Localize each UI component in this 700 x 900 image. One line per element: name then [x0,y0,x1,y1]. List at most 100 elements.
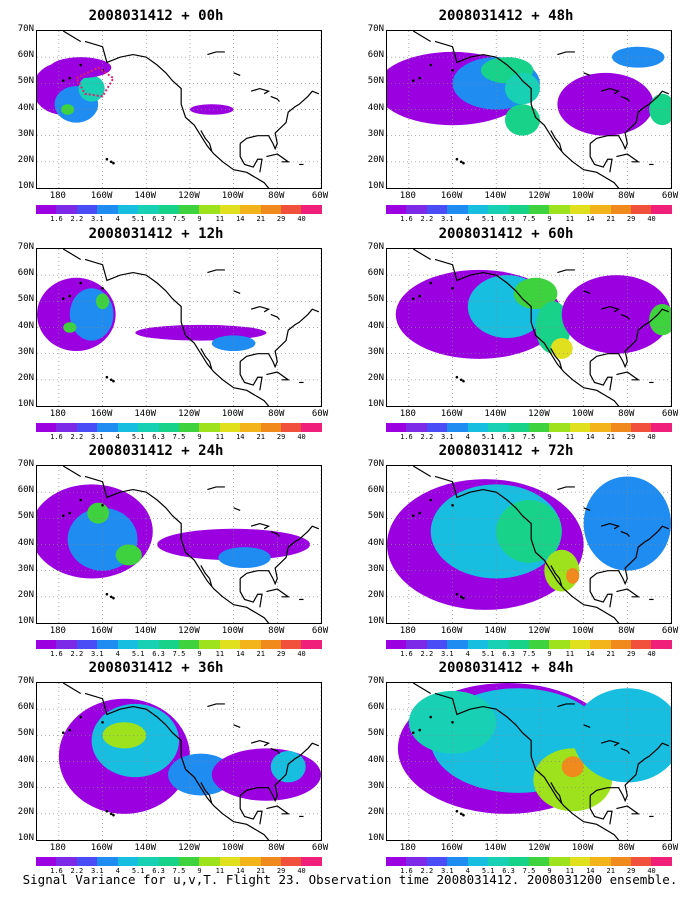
island [462,379,465,383]
y-tick-label: 20N [367,372,384,383]
colorbar-level: 3.1 [440,433,454,441]
colorbar-level: 29 [276,867,286,875]
map-panel-48h: 2008031412 + 48h 70N 60N 50N 40N 30N 20N 10N 180… [356,8,696,226]
colorbar-swatch [651,423,672,432]
coastline [250,305,271,313]
coastline [557,703,575,708]
x-tick-label: 120W [178,409,200,419]
y-tick-label: 30N [17,780,34,791]
colorbar-swatch [281,205,302,214]
colorbar-swatch [56,640,77,649]
x-tick-label: 120W [178,191,200,201]
colorbar-swatch [219,640,241,649]
coastline [239,143,263,173]
y-tick-label: 10N [17,616,34,626]
colorbar-swatch [97,640,118,649]
x-tick-label: 140W [484,843,507,853]
y-tick-label: 50N [17,728,34,739]
colorbar-level: 2.2 [70,215,84,223]
panel-title: 2008031412 + 36h [88,660,224,676]
coastline [270,95,280,103]
colorbar [36,857,322,866]
colorbar-swatch [386,423,407,432]
x-tick-label: 60W [661,191,679,201]
x-tick-label: 160W [90,626,113,636]
island [68,728,72,732]
coastline [233,507,241,512]
colorbar-swatch [508,205,529,214]
panel-title: 2008031412 + 48h [438,8,574,24]
y-tick-label: 60N [367,50,384,61]
y-tick-label: 50N [367,294,384,305]
variance-map [37,683,321,840]
x-tick-label: 160W [90,409,113,419]
x-tick-label: 140W [134,843,157,853]
colorbar-swatch [528,423,550,432]
island [418,511,422,515]
variance-contour [649,303,671,336]
map-panel-60h: 2008031412 + 60h 70N 60N 50N 40N 30N 20N 10N 180… [356,226,696,444]
colorbar-swatch [158,205,179,214]
x-tick-label: 120W [178,626,200,636]
coastline [620,95,630,103]
island [411,731,415,735]
colorbar-level: 4 [115,650,120,658]
colorbar-swatch [56,857,77,866]
colorbar-level: 1.6 [400,215,413,223]
map-panel-84h: 2008031412 + 84h 70N 60N 50N 40N 30N 20N 10N 180… [356,660,696,878]
x-tick-label: 80W [268,409,285,419]
island [79,498,82,502]
y-tick-label: 30N [367,563,384,574]
coastline [200,782,213,804]
coastline [583,507,591,512]
colorbar-level: 4 [465,867,470,875]
x-tick-label: 180 [399,409,416,419]
x-tick-label: 120W [528,843,550,853]
colorbar-swatch [447,205,468,214]
colorbar-level: 21 [256,650,265,658]
island [109,595,113,599]
colorbar-swatch [301,857,322,866]
colorbar-level: 6.3 [502,650,515,658]
coastline [600,739,621,747]
x-tick-label: 100W [221,409,244,419]
colorbar-swatch [651,857,672,866]
map-panel-24h: 2008031412 + 24h 70N 60N 50N 40N 30N 20N 10N 180… [6,443,346,661]
island [429,498,432,502]
colorbar-swatch [36,640,57,649]
colorbar-level: 1.6 [400,650,413,658]
x-tick-label: 80W [618,843,635,853]
colorbar-level: 3.1 [440,650,454,658]
colorbar [386,423,672,432]
y-tick-label: 60N [17,702,34,713]
coastline [250,739,271,747]
variance-contour [189,104,234,115]
y-tick-label: 10N [367,181,384,191]
coastline [616,371,641,381]
island [411,79,415,83]
x-tick-label: 140W [134,626,157,636]
colorbar-level: 29 [276,650,286,658]
coastline [239,90,320,151]
y-tick-label: 50N [17,294,34,305]
colorbar-swatch [406,205,427,214]
colorbar-level: 7.5 [172,867,186,875]
colorbar-level: 29 [626,433,636,441]
colorbar-swatch [508,857,529,866]
coastline [239,795,263,825]
colorbar-level: 5.1 [131,650,145,658]
y-tick-label: 50N [367,76,384,87]
x-tick-label: 100W [571,626,594,636]
island [451,286,454,290]
coastline [434,40,620,188]
colorbar-level: 9 [197,867,202,875]
variance-contour [78,75,105,102]
colorbar-level: 2.2 [420,650,434,658]
coastline [266,371,291,381]
y-tick-label: 70N [17,676,34,686]
colorbar-swatch [97,423,118,432]
island [105,809,109,813]
map-panel-0h: 2008031412 + 00h 70N 60N 50N 40N 30N 20N 10N 180… [6,8,346,226]
colorbar-swatch [610,205,632,214]
colorbar-swatch [406,423,427,432]
